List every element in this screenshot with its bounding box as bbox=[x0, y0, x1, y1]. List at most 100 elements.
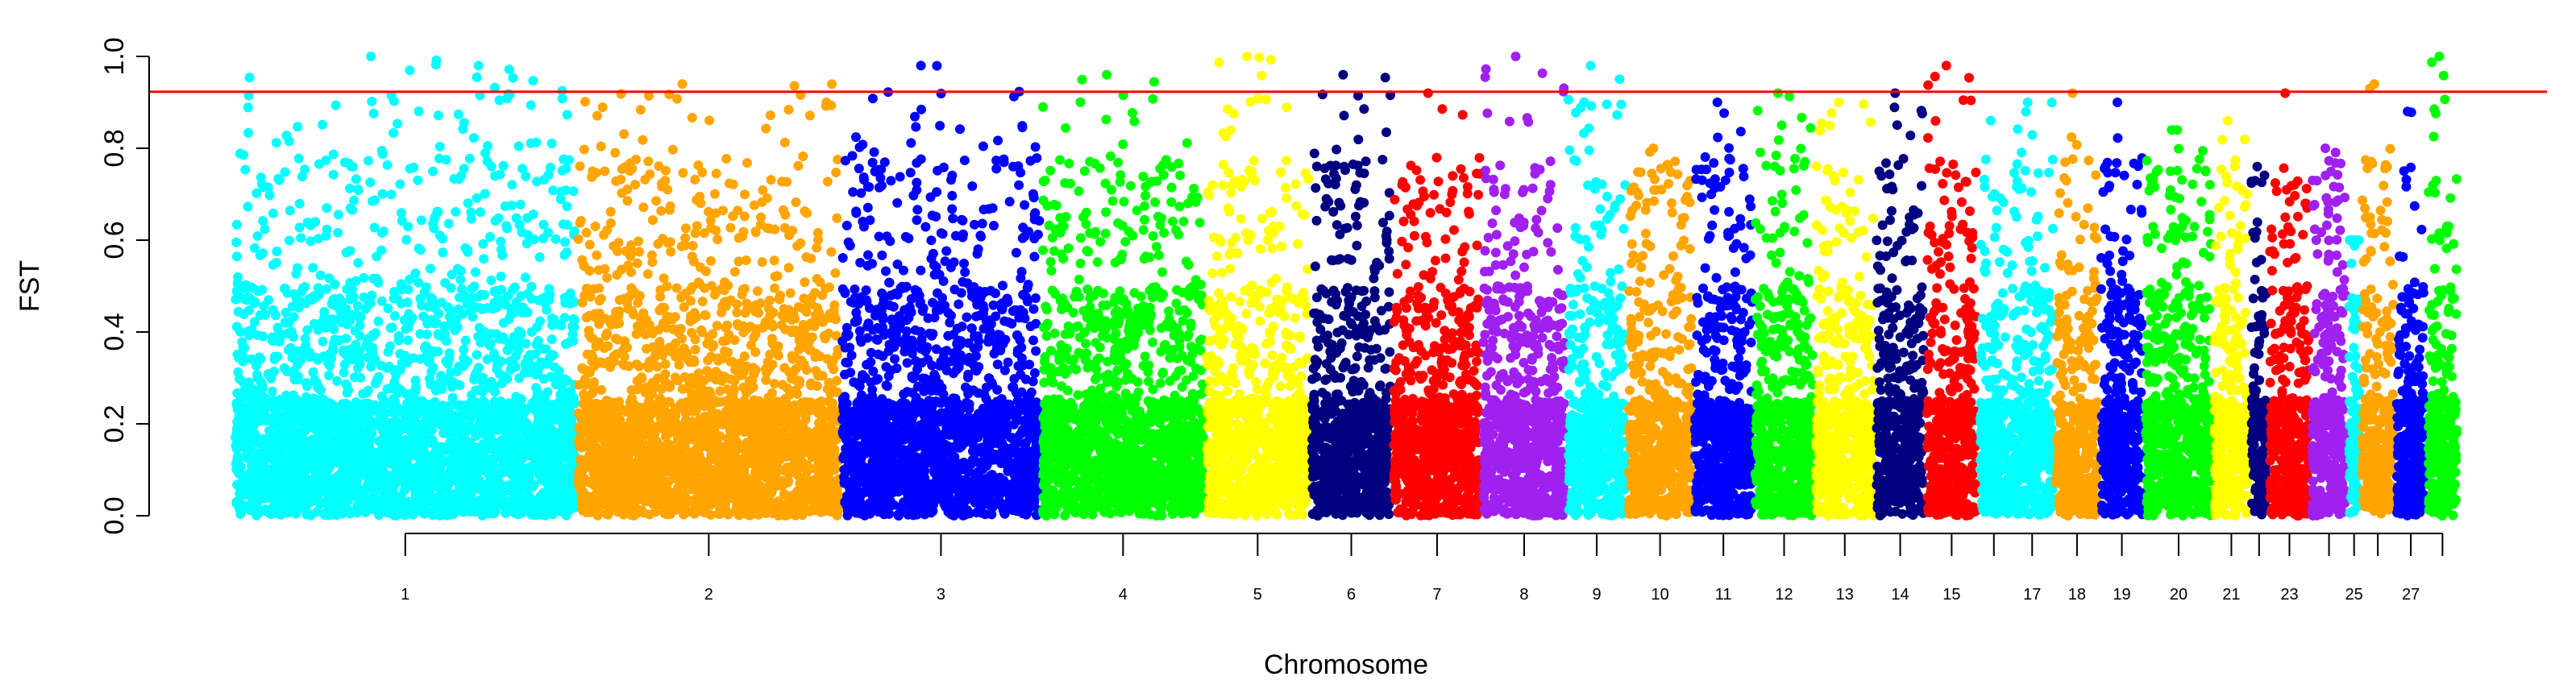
data-point bbox=[489, 381, 500, 392]
data-point bbox=[513, 509, 523, 520]
data-point bbox=[318, 483, 328, 493]
data-point bbox=[687, 113, 697, 122]
data-point bbox=[466, 412, 476, 421]
data-point bbox=[238, 377, 248, 387]
data-point bbox=[666, 247, 676, 257]
data-point bbox=[372, 416, 383, 426]
data-point bbox=[353, 258, 364, 268]
data-point bbox=[508, 284, 518, 295]
data-point bbox=[742, 298, 752, 309]
data-point bbox=[312, 507, 322, 517]
data-point bbox=[459, 345, 469, 355]
data-point bbox=[704, 206, 714, 217]
data-point bbox=[754, 308, 764, 318]
data-point bbox=[801, 407, 812, 417]
data-point bbox=[526, 138, 536, 148]
data-point bbox=[604, 405, 614, 415]
data-point bbox=[498, 332, 508, 342]
data-point bbox=[750, 227, 761, 238]
data-point bbox=[626, 267, 636, 277]
data-point bbox=[332, 376, 343, 386]
data-point bbox=[622, 196, 633, 206]
data-point bbox=[551, 234, 561, 244]
data-point bbox=[783, 105, 794, 115]
data-point bbox=[510, 411, 521, 421]
data-point bbox=[816, 396, 826, 406]
data-point bbox=[433, 206, 443, 217]
data-point bbox=[449, 173, 459, 184]
data-point bbox=[393, 331, 404, 341]
data-point bbox=[562, 220, 572, 230]
data-point bbox=[341, 247, 351, 258]
data-point bbox=[460, 335, 471, 346]
data-point bbox=[476, 289, 486, 300]
data-point bbox=[334, 506, 344, 516]
data-point bbox=[634, 236, 643, 247]
data-point bbox=[561, 164, 571, 174]
data-point bbox=[645, 358, 655, 368]
data-point bbox=[475, 449, 485, 459]
data-point bbox=[570, 398, 580, 409]
data-point bbox=[339, 367, 349, 378]
data-point bbox=[272, 478, 282, 488]
data-point bbox=[695, 191, 705, 201]
data-point bbox=[383, 346, 393, 357]
data-point bbox=[538, 293, 548, 304]
data-point bbox=[827, 415, 837, 425]
data-point bbox=[405, 164, 415, 174]
data-point bbox=[446, 400, 456, 410]
data-point bbox=[557, 93, 567, 104]
data-point bbox=[738, 327, 749, 338]
data-point bbox=[269, 367, 280, 376]
data-point bbox=[390, 426, 401, 437]
data-point bbox=[550, 372, 560, 383]
data-point bbox=[600, 264, 610, 274]
data-point bbox=[280, 284, 289, 294]
data-point bbox=[397, 358, 407, 368]
data-point bbox=[605, 218, 616, 228]
data-point bbox=[804, 110, 815, 121]
data-point bbox=[543, 430, 554, 441]
data-point bbox=[285, 235, 294, 246]
data-point bbox=[324, 273, 334, 284]
data-point bbox=[769, 255, 779, 266]
data-point bbox=[366, 362, 376, 372]
data-point bbox=[405, 65, 415, 76]
data-point bbox=[624, 361, 634, 371]
data-point bbox=[291, 346, 301, 356]
data-point bbox=[450, 325, 460, 335]
data-point bbox=[402, 435, 413, 446]
data-point bbox=[382, 160, 393, 170]
data-point bbox=[460, 243, 471, 253]
data-point bbox=[491, 288, 501, 298]
data-point bbox=[521, 305, 531, 316]
data-point bbox=[787, 368, 798, 379]
data-point bbox=[298, 396, 309, 407]
data-point bbox=[365, 298, 376, 309]
data-point bbox=[479, 254, 489, 264]
data-point bbox=[534, 359, 545, 370]
data-point bbox=[302, 218, 313, 228]
data-point bbox=[494, 397, 505, 408]
data-point bbox=[422, 351, 432, 361]
data-point bbox=[590, 221, 600, 231]
data-point bbox=[404, 496, 414, 507]
data-point bbox=[581, 227, 592, 238]
data-point bbox=[733, 256, 744, 267]
data-point bbox=[799, 304, 809, 314]
data-point bbox=[739, 472, 750, 483]
data-point bbox=[467, 284, 477, 294]
data-point bbox=[257, 284, 268, 295]
data-point bbox=[552, 439, 562, 450]
data-point bbox=[550, 362, 560, 372]
data-point bbox=[434, 443, 444, 454]
data-point bbox=[798, 320, 808, 330]
data-point bbox=[773, 496, 783, 506]
data-point bbox=[780, 210, 791, 220]
data-point bbox=[417, 301, 427, 311]
data-point bbox=[271, 310, 281, 321]
data-point bbox=[602, 272, 613, 283]
data-point bbox=[699, 228, 709, 239]
data-point bbox=[364, 438, 374, 449]
